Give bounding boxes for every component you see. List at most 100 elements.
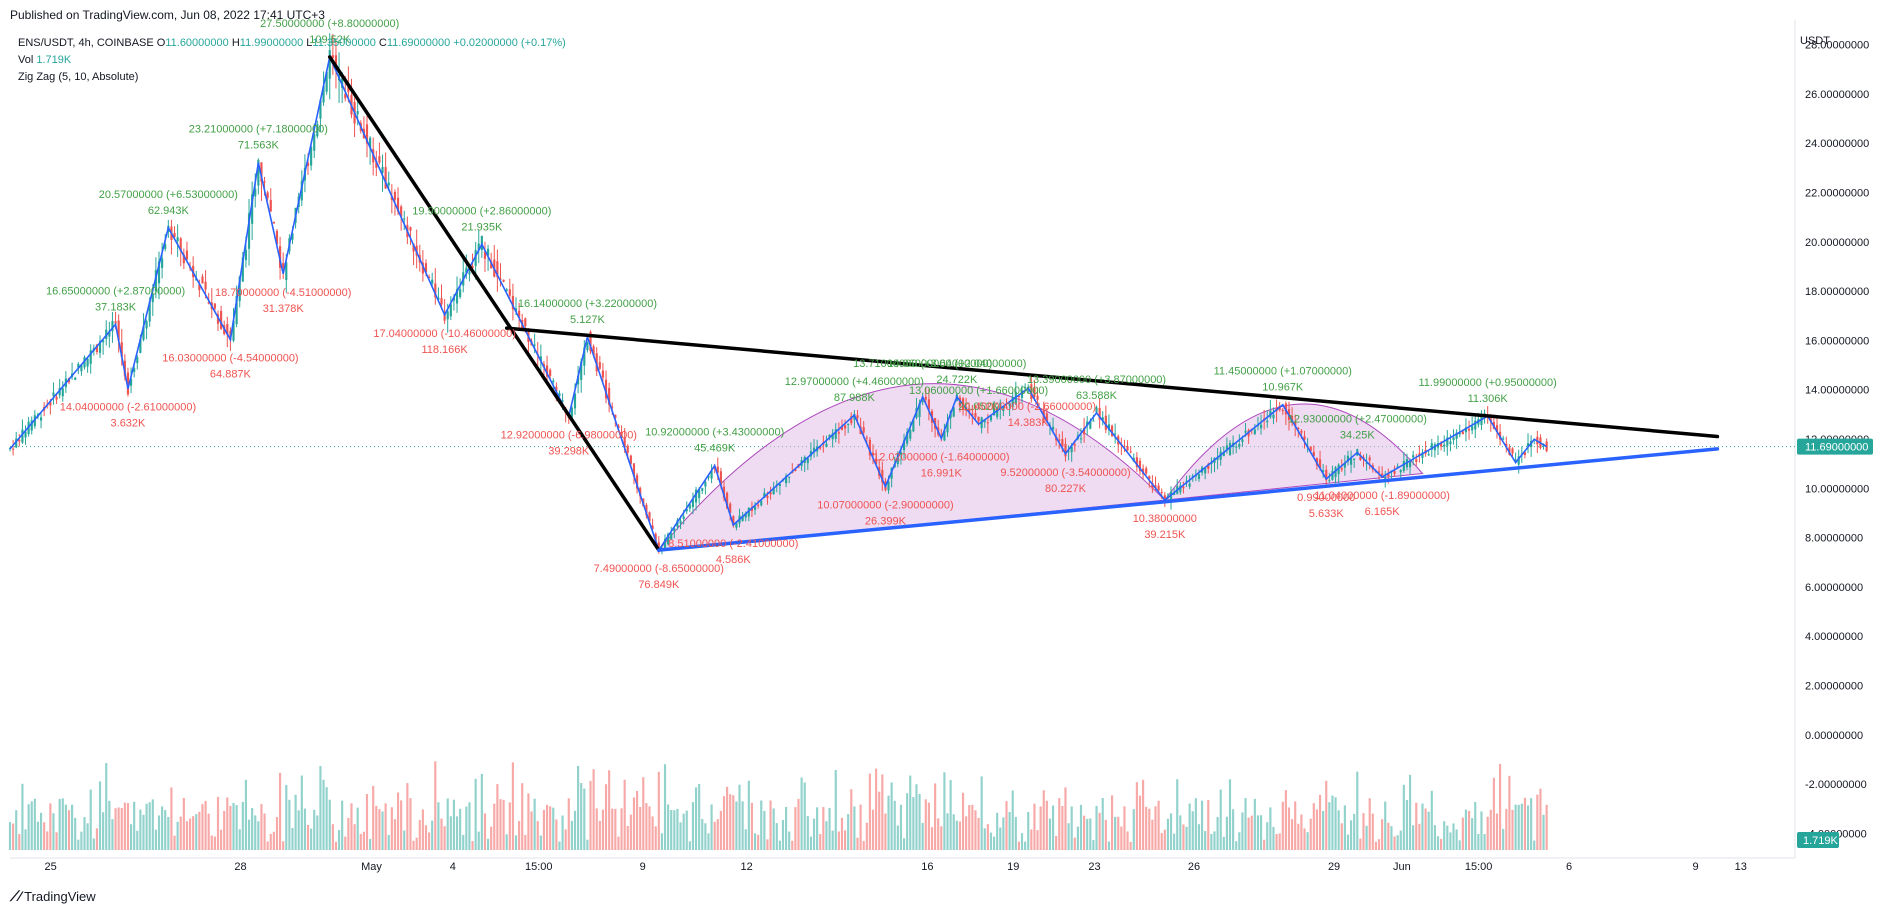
candle-body [1309, 446, 1312, 451]
volume-bar [275, 816, 279, 850]
candle-body [670, 533, 673, 540]
volume-bar [195, 814, 198, 850]
x-tick-label: 23 [1088, 861, 1100, 873]
x-tick-label: 13 [1735, 861, 1747, 873]
candle-body [254, 188, 257, 197]
x-tick-label: 15:00 [525, 861, 553, 873]
candle-body [15, 438, 18, 448]
zigzag-polyline [9, 54, 1548, 552]
x-tick-label: 15:00 [1465, 861, 1493, 873]
candle-body [468, 272, 471, 275]
volume-bar [1455, 829, 1458, 850]
volume-bar [1427, 811, 1430, 850]
volume-bar [539, 835, 542, 850]
candle-body [657, 542, 660, 548]
candle-body [313, 134, 316, 151]
candle-body [794, 469, 797, 471]
volume-bar [545, 804, 549, 850]
volume-bar [812, 818, 816, 850]
zigzag-volume-label: 11.306K [1468, 393, 1509, 405]
volume-bar [424, 825, 428, 850]
zigzag-volume-label: 109.52K [309, 34, 351, 46]
volume-bar [968, 805, 971, 850]
candle-body [409, 227, 412, 231]
volume-bar [260, 804, 263, 850]
volume-bar [924, 799, 927, 850]
candle-body [1179, 485, 1182, 493]
volume-bar [344, 836, 347, 850]
candle-body [1030, 384, 1033, 400]
volume-bar [1191, 811, 1194, 850]
volume-bar [667, 804, 670, 850]
candle-body [232, 320, 235, 341]
candle-body [244, 249, 248, 261]
volume-bar [459, 808, 462, 850]
y-tick-label: 24.00000000 [1805, 138, 1869, 150]
zigzag-volume-label: 5.633K [1309, 508, 1345, 520]
zigzag-price-label: 10.07000000 (-2.90000000) [817, 500, 953, 512]
volume-bar [1511, 809, 1514, 850]
candle-body [533, 344, 536, 346]
candle-body [611, 406, 614, 408]
volume-bar [30, 801, 33, 850]
candle-body [381, 166, 384, 173]
volume-bar [1483, 834, 1486, 850]
candle-body [648, 512, 651, 522]
candle-body [344, 93, 347, 99]
volume-bar [278, 772, 282, 850]
zigzag-price-label: 27.50000000 (+8.80000000) [260, 18, 399, 30]
volume-bar [530, 811, 533, 850]
candle-body [881, 469, 884, 483]
candle-body [772, 487, 775, 494]
candle-body [558, 393, 561, 397]
tradingview-brand[interactable]: ⟋⁄ TradingView [10, 888, 96, 905]
candle-body [601, 370, 605, 378]
zigzag-volume-label: 39.298K [548, 445, 590, 457]
volume-bar [769, 800, 772, 850]
candle-body [732, 516, 735, 526]
volume-bar [297, 810, 300, 850]
time-axis[interactable]: 25 28 May 4 15:00 9 12 16 19 23 26 29 Jun 15:00 6 9 13 [45, 861, 1747, 873]
volume-bar [1346, 834, 1350, 850]
symbol-name[interactable]: ENS/USDT, 4h, COINBASE [18, 37, 154, 49]
candle-body [592, 346, 595, 356]
candle-body [328, 50, 331, 79]
volume-bar [971, 804, 974, 850]
candle-body [486, 248, 490, 256]
candle-body [1020, 390, 1024, 398]
candle-body [1340, 468, 1343, 470]
volume-bar [989, 832, 993, 850]
candle-body [1368, 457, 1371, 461]
ohlc-row: ENS/USDT, 4h, COINBASE O11.60000000 H11.… [18, 35, 566, 52]
volume-bar [1222, 836, 1225, 850]
volume-bar [608, 770, 611, 850]
volume-bar [965, 816, 968, 850]
volume-bar [1275, 834, 1278, 850]
volume-bar [527, 793, 530, 850]
x-tick-label: Jun [1393, 861, 1411, 873]
volume-label[interactable]: Vol [18, 54, 34, 66]
volume-bar [421, 809, 424, 850]
candle-body [1008, 403, 1011, 406]
candle-body [635, 475, 639, 489]
volume-bar [120, 807, 123, 850]
candle-body [238, 276, 241, 302]
volume-bar [179, 816, 182, 850]
volume-bar [1278, 833, 1281, 850]
volume-value: 1.719K [36, 54, 72, 66]
y-tick-label: 4.00000000 [1805, 631, 1863, 643]
volume-bar [977, 817, 980, 850]
volume-bar [701, 819, 704, 850]
volume-bar [934, 783, 937, 850]
volume-bar [831, 830, 834, 850]
candle-body [1051, 426, 1055, 430]
volume-row: Vol 1.719K [18, 52, 566, 69]
volume-bar [74, 817, 77, 850]
candle-body [201, 276, 204, 284]
candle-body [974, 413, 977, 418]
volume-bar [306, 824, 310, 850]
indicator-name[interactable]: Zig Zag (5, 10, Absolute) [18, 71, 139, 83]
candle-body [704, 481, 707, 487]
